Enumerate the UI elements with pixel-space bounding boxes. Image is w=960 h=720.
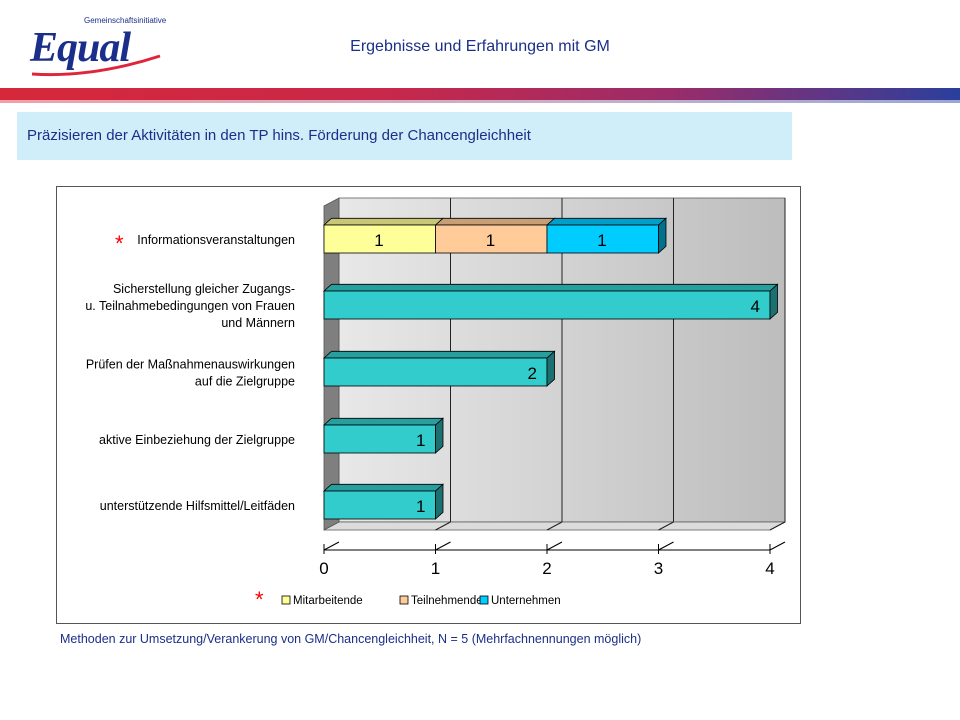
bar-value-label: 2 (528, 364, 537, 383)
legend-swatch (399, 595, 409, 605)
bar-top-face (545, 217, 668, 226)
x-tick-label: 0 (319, 559, 328, 578)
bar-value-label: 1 (486, 231, 495, 250)
bar-value-label: 1 (597, 231, 606, 250)
section-subtitle: Präzisieren der Aktivitäten in den TP hi… (17, 112, 792, 160)
legend-asterisk: * (255, 587, 264, 612)
category-label: unterstützende Hilfsmittel/Leitfäden (100, 499, 295, 513)
bar-top-face (322, 283, 779, 292)
legend-label: Unternehmen (491, 595, 561, 607)
chart-caption: Methoden zur Umsetzung/Verankerung von G… (60, 632, 642, 646)
chart-frame: 0 1 2 3 4 1 1 1 Informationsveranstaltungen * 4 Sic… (56, 186, 801, 624)
category-label: Prüfen der Maßnahmenauswirkungen (86, 358, 295, 372)
x-tick-label: 2 (542, 559, 551, 578)
category-label: Sicherstellung gleicher Zugangs- (113, 282, 295, 296)
bar-value-label: 1 (416, 497, 425, 516)
bar-value-label: 1 (374, 231, 383, 250)
x-tick-depth (769, 541, 786, 551)
logo-word: Equal (30, 25, 131, 71)
category-label: und Männern (221, 316, 295, 330)
bar-top-face (322, 483, 445, 492)
bar-side-face (546, 350, 555, 387)
category-label: u. Teilnahmebedingungen von Frauen (85, 299, 295, 313)
bar-top-face (434, 217, 556, 226)
page-title: Ergebnisse und Erfahrungen mit GM (350, 38, 610, 55)
bar-value-label: 4 (751, 297, 760, 316)
category-asterisk: * (115, 231, 124, 256)
logo-small-text: Gemeinschaftsinitiative (84, 16, 167, 25)
legend-swatch (281, 595, 291, 605)
bar-top-face (322, 350, 556, 359)
gridline-floor (658, 521, 674, 531)
category-label: auf die Zielgruppe (195, 375, 295, 389)
x-tick-depth (435, 541, 451, 551)
bar-segment (323, 357, 548, 387)
bar-segment (435, 224, 548, 254)
x-tick-label: 3 (654, 559, 663, 578)
equal-logo: Gemeinschaftsinitiative Equal (22, 16, 166, 82)
gridline-floor (435, 521, 451, 531)
logo-swoosh-icon (31, 54, 161, 77)
category-label: aktive Einbeziehung der Zielgruppe (99, 433, 295, 447)
x-tick-depth (546, 541, 563, 551)
bar-segment (323, 224, 436, 254)
bar-top-face (322, 417, 445, 426)
header-stripe (0, 88, 960, 100)
header-stripe-light (0, 100, 960, 103)
legend-label: Teilnehmende (411, 595, 483, 607)
bar-side-face (435, 417, 444, 454)
bar-segment (323, 290, 771, 320)
bar-segment (546, 224, 659, 254)
bar-side-face (769, 283, 778, 320)
bar-segment (323, 490, 436, 520)
x-tick-label: 1 (431, 559, 440, 578)
bar-chart: 0 1 2 3 4 1 1 1 Informationsveranstaltungen * 4 Sic… (85, 197, 786, 612)
bar-side-face (658, 217, 667, 254)
gridline-floor (546, 521, 563, 531)
legend-label: Mitarbeitende (293, 595, 363, 607)
x-tick-depth (658, 541, 674, 551)
x-tick-depth (323, 541, 340, 551)
bar-side-face (435, 483, 444, 520)
bar-top-face (322, 217, 445, 226)
bar-value-label: 1 (416, 431, 425, 450)
category-label: Informationsveranstaltungen (137, 233, 295, 247)
legend-swatch (479, 595, 489, 605)
bar-segment (323, 424, 436, 454)
x-tick-label: 4 (765, 559, 774, 578)
gridline-floor (769, 521, 786, 531)
